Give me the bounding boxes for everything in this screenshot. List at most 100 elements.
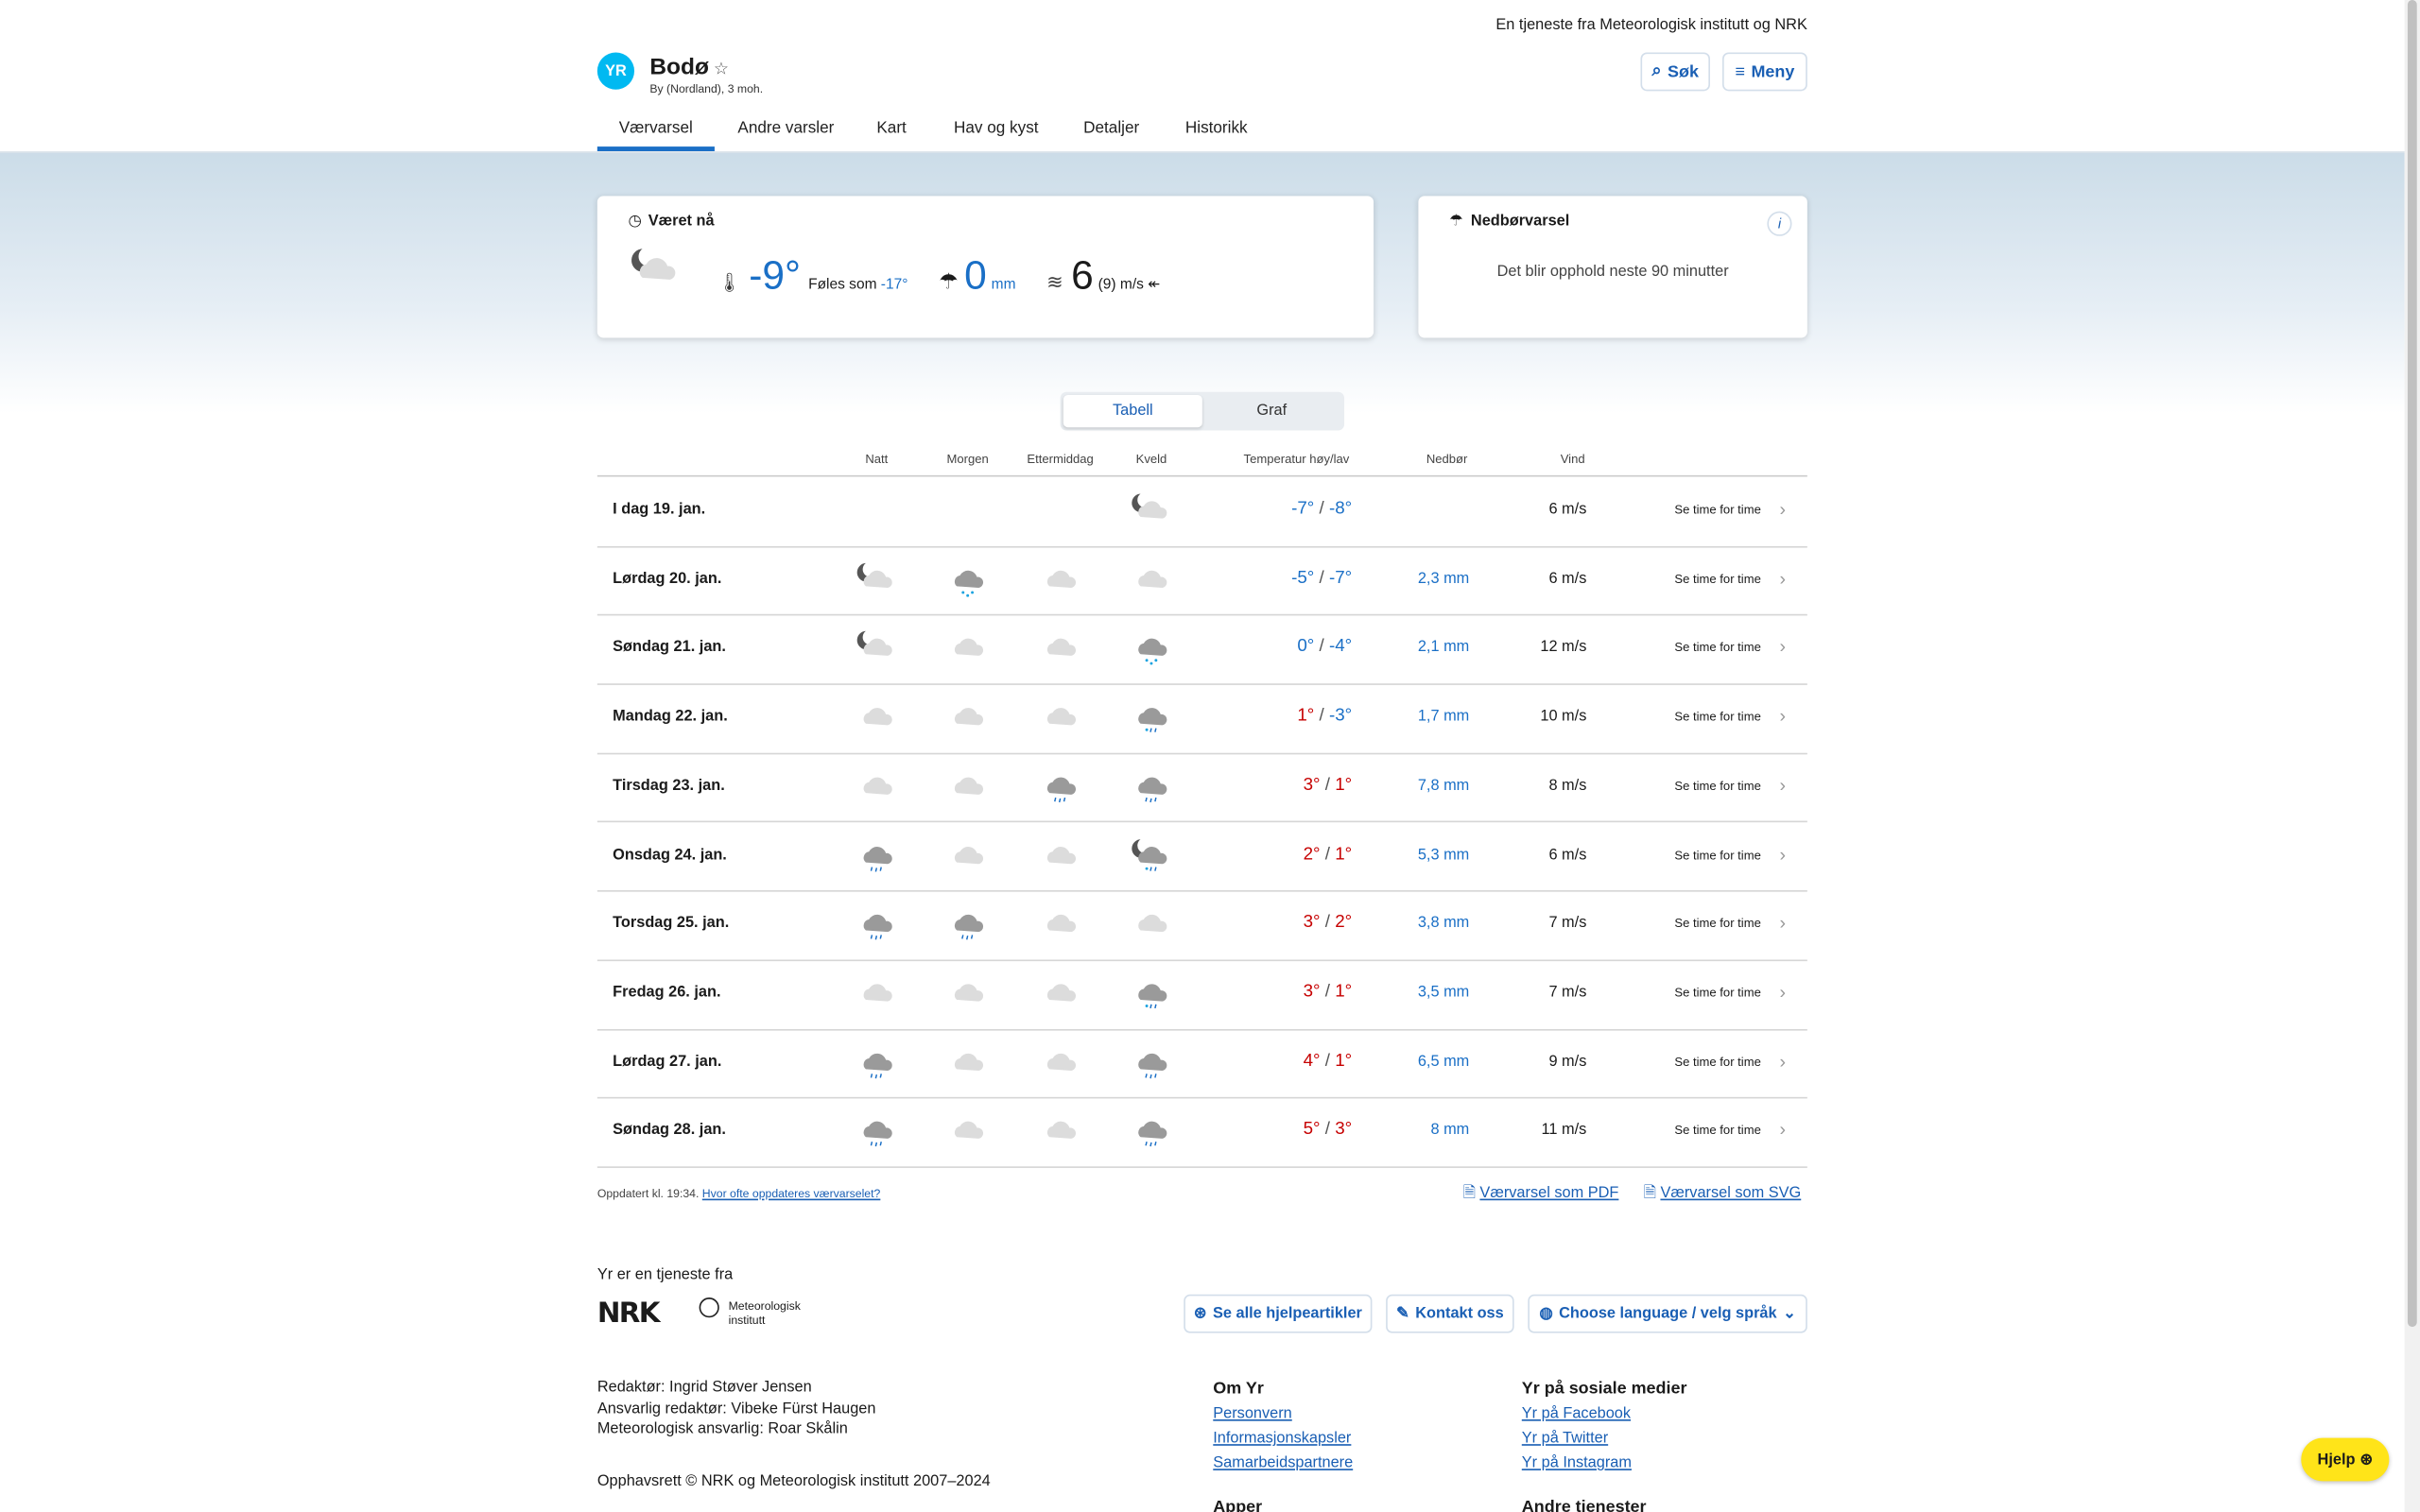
- hourly-link[interactable]: Se time for time: [1674, 1124, 1761, 1138]
- gust-value: (9): [1098, 276, 1116, 294]
- hourly-link[interactable]: Se time for time: [1674, 917, 1761, 931]
- row-wind: 7 m/s: [1548, 984, 1587, 1002]
- chevron-right-icon: ›: [1779, 912, 1786, 935]
- info-button[interactable]: i: [1767, 211, 1792, 236]
- hourly-link[interactable]: Se time for time: [1674, 1055, 1761, 1069]
- row-temperature: 2° / 1°: [1303, 844, 1353, 864]
- table-row[interactable]: Tirsdag 23. jan. 3° / 1° 7,8 mm 8 m/s Se tim…: [596, 752, 1807, 823]
- tab-historikk[interactable]: Historikk: [1184, 118, 1248, 138]
- hourly-link[interactable]: Se time for time: [1674, 710, 1761, 724]
- temp-low: -3°: [1328, 706, 1353, 726]
- cloud-icon: [1040, 630, 1080, 667]
- nowcast-title: Nedbørvarsel: [1470, 213, 1570, 231]
- hourly-link[interactable]: Se time for time: [1674, 572, 1761, 586]
- nowcast-card: ☂ Nedbørvarsel i Det blir opphold neste …: [1418, 196, 1807, 338]
- language-select[interactable]: ◍ Choose language / velg språk ⌄: [1528, 1294, 1807, 1333]
- toggle-graf[interactable]: Graf: [1256, 403, 1288, 421]
- table-row[interactable]: Søndag 21. jan. 0° / -4° 2,1 mm 12 m/s Se ti…: [596, 614, 1807, 686]
- met-logo[interactable]: Meteorologisk institutt: [728, 1298, 801, 1328]
- tab-andre-varsler[interactable]: Andre varsler: [737, 118, 835, 138]
- hourly-link[interactable]: Se time for time: [1674, 503, 1761, 517]
- arrow-left-icon: ↞: [1148, 276, 1161, 294]
- contact-label: Kontakt oss: [1415, 1305, 1504, 1323]
- menu-button[interactable]: ≡ Meny: [1722, 52, 1807, 92]
- tab-hav-og-kyst[interactable]: Hav og kyst: [953, 118, 1039, 138]
- svg-file-icon: 🗎: [1643, 1184, 1656, 1202]
- twitter-link[interactable]: Yr på Twitter: [1521, 1430, 1609, 1448]
- table-row[interactable]: I dag 19. jan. -7° / -8° 6 m/s Se time for …: [596, 476, 1807, 548]
- svg-link-label: Værvarsel som SVG: [1660, 1184, 1802, 1202]
- privacy-link[interactable]: Personvern: [1213, 1405, 1292, 1423]
- cookies-link[interactable]: Informasjonskapsler: [1213, 1430, 1352, 1448]
- instagram-link[interactable]: Yr på Instagram: [1521, 1454, 1632, 1472]
- search-button[interactable]: ⌕ Søk: [1640, 52, 1710, 92]
- svg-link[interactable]: 🗎 Værvarsel som SVG: [1644, 1182, 1801, 1209]
- thermometer-icon: 🌡︎: [717, 271, 742, 294]
- umbrella-icon: ☂: [939, 268, 959, 294]
- table-row[interactable]: Fredag 26. jan. 3° / 1° 3,5 mm 7 m/s Se time…: [596, 959, 1807, 1030]
- help-articles-button[interactable]: ⊛ Se alle hjelpeartikler: [1184, 1294, 1373, 1333]
- header-natt: Natt: [865, 452, 889, 467]
- cloud-icon: [856, 699, 896, 736]
- table-row[interactable]: Lørdag 20. jan. -5° / -7° 2,3 mm 6 m/s Se ti…: [596, 545, 1807, 617]
- credit-meteorologist: Meteorologisk ansvarlig: Roar Skålin: [596, 1420, 848, 1438]
- table-row[interactable]: Onsdag 24. jan. 2° / 1° 5,3 mm 6 m/s Se time…: [596, 821, 1807, 892]
- table-row[interactable]: Lørdag 27. jan. 4° / 1° 6,5 mm 9 m/s Se time…: [596, 1028, 1807, 1099]
- updated-info: Oppdatert kl. 19:34. Hvor ofte oppdatere…: [597, 1187, 881, 1201]
- hourly-link[interactable]: Se time for time: [1674, 779, 1761, 793]
- menu-label: Meny: [1751, 62, 1795, 81]
- pencil-icon: ✎: [1396, 1305, 1409, 1323]
- temp-low: 1°: [1335, 844, 1353, 864]
- pdf-link-label: Værvarsel som PDF: [1479, 1184, 1619, 1202]
- tab-varvarsel[interactable]: Værvarsel: [618, 118, 693, 138]
- yr-logo[interactable]: YR: [596, 52, 635, 90]
- toggle-tabell[interactable]: Tabell: [1063, 394, 1202, 428]
- row-precip: 3,5 mm: [1417, 984, 1470, 1002]
- other-services-title: Andre tjenester: [1521, 1498, 1647, 1512]
- temp-low: 1°: [1335, 775, 1353, 795]
- table-row[interactable]: Søndag 28. jan. 5° / 3° 8 mm 11 m/s Se time …: [596, 1097, 1807, 1168]
- hourly-link[interactable]: Se time for time: [1674, 848, 1761, 862]
- feels-like-value: -17°: [880, 276, 908, 294]
- wind-unit: m/s: [1119, 276, 1144, 294]
- scrollbar-thumb[interactable]: [2407, 0, 2417, 1328]
- favorite-star-icon[interactable]: ☆: [713, 60, 729, 79]
- moon-cloud-icon: [856, 561, 896, 598]
- contact-button[interactable]: ✎ Kontakt oss: [1386, 1294, 1514, 1333]
- facebook-link[interactable]: Yr på Facebook: [1521, 1405, 1632, 1423]
- header-ettermiddag: Ettermiddag: [1027, 452, 1094, 467]
- globe-icon: ◍: [1539, 1305, 1553, 1323]
- row-wind: 7 m/s: [1548, 915, 1587, 933]
- hourly-link[interactable]: Se time for time: [1674, 641, 1761, 655]
- search-label: Søk: [1668, 62, 1700, 81]
- lifebuoy-icon: ⊛: [2360, 1451, 2374, 1469]
- hourly-link[interactable]: Se time for time: [1674, 986, 1761, 1000]
- precip-unit: mm: [991, 276, 1016, 294]
- table-row[interactable]: Torsdag 25. jan. 3° / 2° 3,8 mm 7 m/s Se tim…: [596, 890, 1807, 961]
- chevron-right-icon: ›: [1779, 498, 1786, 521]
- social-title: Yr på sosiale medier: [1521, 1379, 1687, 1399]
- row-date: Onsdag 24. jan.: [613, 846, 727, 864]
- rain-icon: [1132, 1113, 1171, 1150]
- location-title-bar: Bodø ☆: [649, 54, 729, 80]
- row-date: Lørdag 27. jan.: [613, 1053, 722, 1071]
- row-temperature: -5° / -7°: [1291, 568, 1353, 588]
- nrk-logo[interactable]: NRK: [596, 1297, 661, 1331]
- moon-cloud-icon: [856, 630, 896, 667]
- table-row[interactable]: Mandag 22. jan. 1° / -3° 1,7 mm 10 m/s Se ti…: [596, 683, 1807, 755]
- tab-kart[interactable]: Kart: [876, 118, 907, 138]
- tab-detaljer[interactable]: Detaljer: [1083, 118, 1140, 138]
- temp-low: 2°: [1335, 913, 1353, 933]
- update-frequency-link[interactable]: Hvor ofte oppdateres værvarselet?: [701, 1186, 881, 1201]
- temp-high: -5°: [1291, 568, 1315, 588]
- table-header-divider: [596, 474, 1807, 477]
- chevron-right-icon: ›: [1779, 1050, 1786, 1073]
- partners-link[interactable]: Samarbeidspartnere: [1213, 1454, 1354, 1472]
- temp-high: -7°: [1291, 499, 1315, 519]
- help-button[interactable]: Hjelp ⊛: [2301, 1437, 2390, 1482]
- scrollbar[interactable]: [2404, 0, 2420, 1512]
- temp-low: -7°: [1328, 568, 1353, 588]
- pdf-link[interactable]: 🗎 Værvarsel som PDF: [1463, 1182, 1619, 1209]
- moon-sleet-icon: [1132, 837, 1171, 874]
- service-from: Yr er en tjeneste fra: [596, 1266, 734, 1284]
